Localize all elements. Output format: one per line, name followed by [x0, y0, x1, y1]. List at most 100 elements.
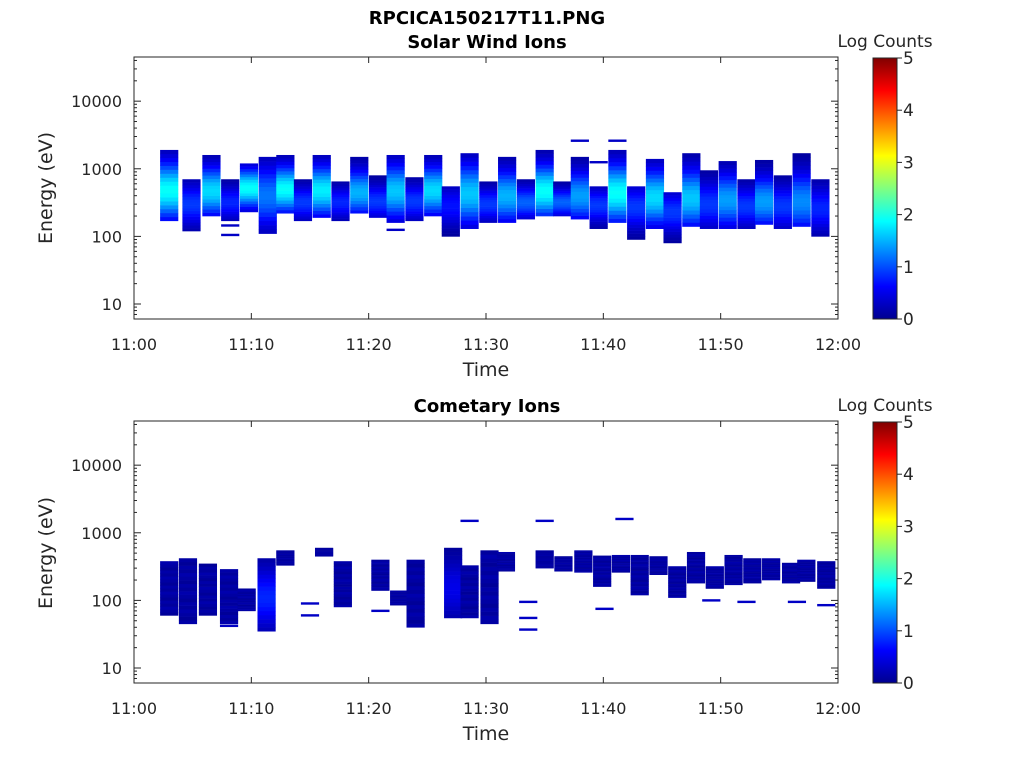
heatmap-column	[198, 563, 218, 616]
heatmap-cell	[589, 221, 608, 225]
heatmap-cell	[460, 585, 479, 590]
x-tick-label: 11:30	[463, 699, 509, 718]
heatmap-cell	[627, 204, 646, 208]
heatmap-cell	[781, 562, 801, 565]
heatmap-cell	[630, 577, 649, 580]
heatmap-cell	[570, 191, 589, 196]
heatmap-cell	[498, 204, 517, 209]
heatmap-cell	[570, 163, 589, 168]
heatmap-cell	[202, 171, 221, 176]
heatmap-cell	[350, 197, 369, 202]
heatmap-cell	[817, 577, 836, 580]
heatmap-cell	[686, 555, 706, 558]
heatmap-cell	[276, 154, 295, 159]
heatmap-cell	[754, 210, 774, 215]
heatmap-cell	[792, 161, 811, 166]
heatmap-cell	[198, 612, 218, 616]
heatmap-cell	[663, 234, 682, 238]
heatmap-cell	[773, 181, 792, 185]
heatmap-cell	[737, 212, 756, 216]
heatmap-cell	[221, 183, 240, 187]
heatmap-cell	[331, 187, 350, 191]
heatmap-cell	[460, 588, 479, 592]
heatmap-cell	[350, 181, 369, 186]
heatmap-cell	[627, 189, 646, 193]
heatmap-cell	[312, 179, 331, 184]
heatmap-cell	[406, 619, 425, 624]
heatmap-cell	[630, 574, 649, 578]
heatmap-cell	[754, 181, 774, 186]
heatmap-cell	[535, 561, 554, 563]
heatmap-cell	[219, 572, 239, 576]
heatmap-cell	[405, 201, 424, 205]
heatmap-cell	[516, 190, 535, 193]
heatmap-cell	[460, 606, 479, 610]
heatmap-cell	[479, 197, 498, 201]
heatmap-cell	[737, 187, 756, 191]
heatmap-column	[724, 554, 743, 586]
heatmap-cell	[480, 591, 499, 596]
heatmap-cell	[480, 558, 499, 563]
heatmap-cell	[202, 161, 221, 166]
heatmap-cell	[333, 568, 352, 572]
heatmap-cell	[699, 225, 719, 229]
heatmap-cell	[460, 207, 479, 213]
heatmap-cell	[405, 194, 424, 197]
heatmap-cell	[627, 209, 646, 214]
heatmap-column	[792, 153, 811, 227]
heatmap-cell	[441, 228, 460, 232]
heatmap-cell	[390, 590, 409, 592]
heatmap-cell	[762, 566, 781, 569]
heatmap-cell	[460, 224, 479, 229]
heatmap-cell	[699, 199, 719, 204]
heatmap-cell	[257, 590, 276, 596]
heatmap-cell	[554, 557, 573, 560]
heatmap-cell	[350, 169, 369, 173]
heatmap-cell	[390, 595, 409, 597]
heatmap-cell	[480, 619, 499, 625]
heatmap-cell	[811, 188, 830, 193]
heatmap-cell	[574, 560, 593, 562]
heatmap-column	[202, 154, 221, 217]
heatmap-column	[257, 558, 276, 632]
heatmap-cell	[479, 220, 498, 223]
heatmap-cell	[773, 219, 792, 224]
heatmap-cell	[293, 188, 313, 192]
heatmap-cell	[496, 568, 516, 570]
heatmap-cell	[424, 165, 443, 169]
heatmap-column	[237, 588, 256, 612]
heatmap-cell	[773, 184, 792, 188]
heatmap-cell	[570, 170, 589, 175]
heatmap-column	[331, 181, 350, 222]
heatmap-cell	[630, 588, 649, 591]
heatmap-cell	[649, 568, 668, 570]
heatmap-cell	[257, 606, 276, 612]
heatmap-cell	[574, 566, 593, 568]
heatmap-cell	[718, 206, 737, 211]
heatmap-cell	[686, 558, 706, 561]
heatmap-cell	[219, 581, 239, 585]
heatmap-column	[405, 177, 424, 222]
heatmap-cell	[663, 223, 682, 227]
heatmap-cell	[535, 553, 554, 555]
y-tick-label: 100	[91, 591, 122, 610]
heatmap-cell	[630, 581, 649, 585]
x-ticks: 11:00 11:10 11:20 11:30 11:40 11:50 12:00	[111, 57, 861, 354]
heatmap-cell	[202, 195, 221, 200]
heatmap-cell	[554, 567, 573, 569]
heatmap-cell	[276, 197, 295, 201]
heatmap-cell	[705, 584, 724, 587]
heatmap-cell	[368, 184, 388, 188]
heatmap-cell	[535, 190, 554, 195]
heatmap-cell	[221, 213, 240, 217]
heatmap-cell	[221, 200, 240, 203]
heatmap-cell	[160, 564, 179, 568]
heatmap-cell	[178, 616, 198, 621]
colorbar-tick-label: 0	[903, 674, 914, 694]
heatmap-column	[444, 547, 463, 619]
heatmap-cell	[480, 603, 499, 608]
heatmap-column	[773, 175, 792, 229]
heatmap-cell	[405, 186, 424, 190]
heatmap-cell	[611, 568, 631, 570]
heatmap-cell	[160, 570, 179, 574]
